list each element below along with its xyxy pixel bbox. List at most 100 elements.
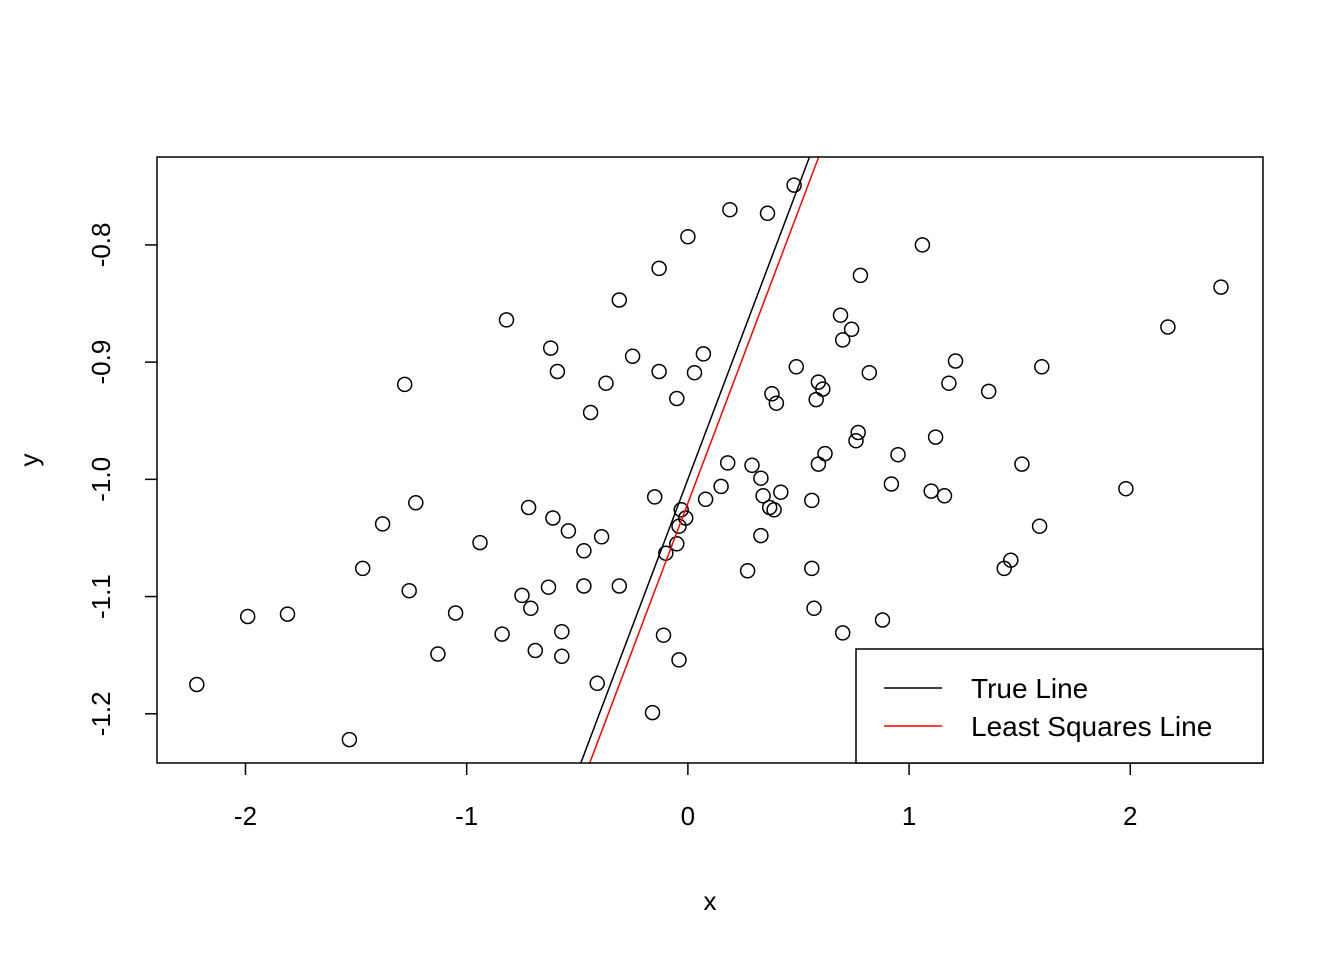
x-tick-label: 0 <box>681 801 695 831</box>
data-point <box>739 563 756 579</box>
legend-box <box>855 648 1264 764</box>
regression-lines <box>580 156 820 764</box>
data-point <box>804 560 820 577</box>
data-point <box>669 390 685 407</box>
data-point <box>1213 279 1229 295</box>
data-point <box>786 177 802 193</box>
data-point <box>520 499 537 516</box>
data-point <box>549 363 566 380</box>
data-point <box>914 237 931 253</box>
data-point <box>651 363 667 380</box>
legend: True Line Least Squares Line <box>855 648 1264 764</box>
legend-label-least-squares-line: Least Squares Line <box>971 711 1212 742</box>
data-point <box>686 364 703 381</box>
data-point <box>545 510 561 526</box>
least-squares-line <box>588 156 820 764</box>
data-point <box>834 625 851 641</box>
data-point <box>644 704 661 721</box>
data-point <box>494 626 510 642</box>
data-point <box>808 391 824 408</box>
data-point <box>646 489 663 505</box>
data-point <box>817 445 833 462</box>
data-point <box>713 478 729 495</box>
x-axis: -2 -1 0 1 2 <box>234 763 1138 831</box>
data-point <box>883 476 900 492</box>
data-point <box>936 488 953 504</box>
y-tick-label: -1.1 <box>86 574 116 619</box>
data-point <box>927 429 944 445</box>
true-line <box>580 156 811 764</box>
data-point <box>843 321 860 338</box>
data-point <box>554 623 570 640</box>
data-point <box>923 483 939 499</box>
data-point <box>773 484 789 500</box>
y-tick-label: -1.2 <box>86 691 116 736</box>
data-point <box>239 608 256 625</box>
data-point <box>189 676 205 693</box>
data-point <box>744 457 760 474</box>
data-point <box>540 579 557 595</box>
data-point <box>430 646 446 662</box>
data-point <box>560 523 577 539</box>
data-point <box>766 502 782 518</box>
legend-label-true-line: True Line <box>971 673 1088 704</box>
y-tick-label: -0.8 <box>86 222 116 267</box>
data-point <box>753 527 769 544</box>
data-point <box>753 470 769 486</box>
data-point <box>804 492 820 509</box>
data-point <box>768 395 785 411</box>
data-point <box>890 446 906 463</box>
data-point <box>759 205 776 222</box>
data-point <box>697 491 714 508</box>
data-point <box>401 582 417 599</box>
data-point <box>1034 359 1050 375</box>
data-point <box>788 359 805 375</box>
y-axis: -1.2 -1.1 -1.0 -0.9 -0.8 <box>86 222 157 736</box>
data-point <box>408 495 424 511</box>
data-point <box>1014 456 1030 472</box>
data-point <box>722 201 738 218</box>
data-point <box>861 364 878 381</box>
data-point <box>354 560 371 577</box>
y-tick-label: -1.0 <box>86 457 116 502</box>
data-point <box>498 312 515 328</box>
data-point <box>810 456 827 472</box>
data-point <box>874 612 891 628</box>
data-point <box>680 228 696 245</box>
data-point <box>806 600 822 617</box>
data-point <box>589 675 605 692</box>
data-point <box>669 536 685 552</box>
plot-frame <box>156 156 1264 764</box>
data-point <box>374 516 391 532</box>
x-tick-label: -1 <box>455 801 478 831</box>
data-point <box>527 642 544 659</box>
data-point <box>850 424 866 441</box>
data-point <box>472 534 488 551</box>
data-point <box>598 375 614 391</box>
data-point <box>341 731 358 748</box>
x-tick-label: 2 <box>1123 801 1137 831</box>
data-point <box>719 455 736 471</box>
data-point <box>848 432 864 449</box>
data-point <box>651 260 667 277</box>
data-point <box>671 652 687 668</box>
data-point <box>832 307 849 323</box>
data-point <box>852 267 869 284</box>
data-point <box>542 340 559 356</box>
data-point <box>279 606 296 622</box>
data-point <box>1160 319 1176 335</box>
x-axis-title: x <box>704 886 717 916</box>
data-point <box>576 578 592 594</box>
data-point <box>764 386 780 402</box>
data-point <box>396 376 413 393</box>
data-point <box>1118 480 1134 497</box>
data-point <box>1003 552 1019 568</box>
data-point <box>611 292 628 308</box>
y-axis-title: y <box>14 454 44 467</box>
data-point <box>593 529 610 545</box>
y-tick-label: -0.9 <box>86 340 116 385</box>
data-point <box>447 605 464 621</box>
x-tick-label: 1 <box>902 801 916 831</box>
data-point <box>523 600 539 617</box>
